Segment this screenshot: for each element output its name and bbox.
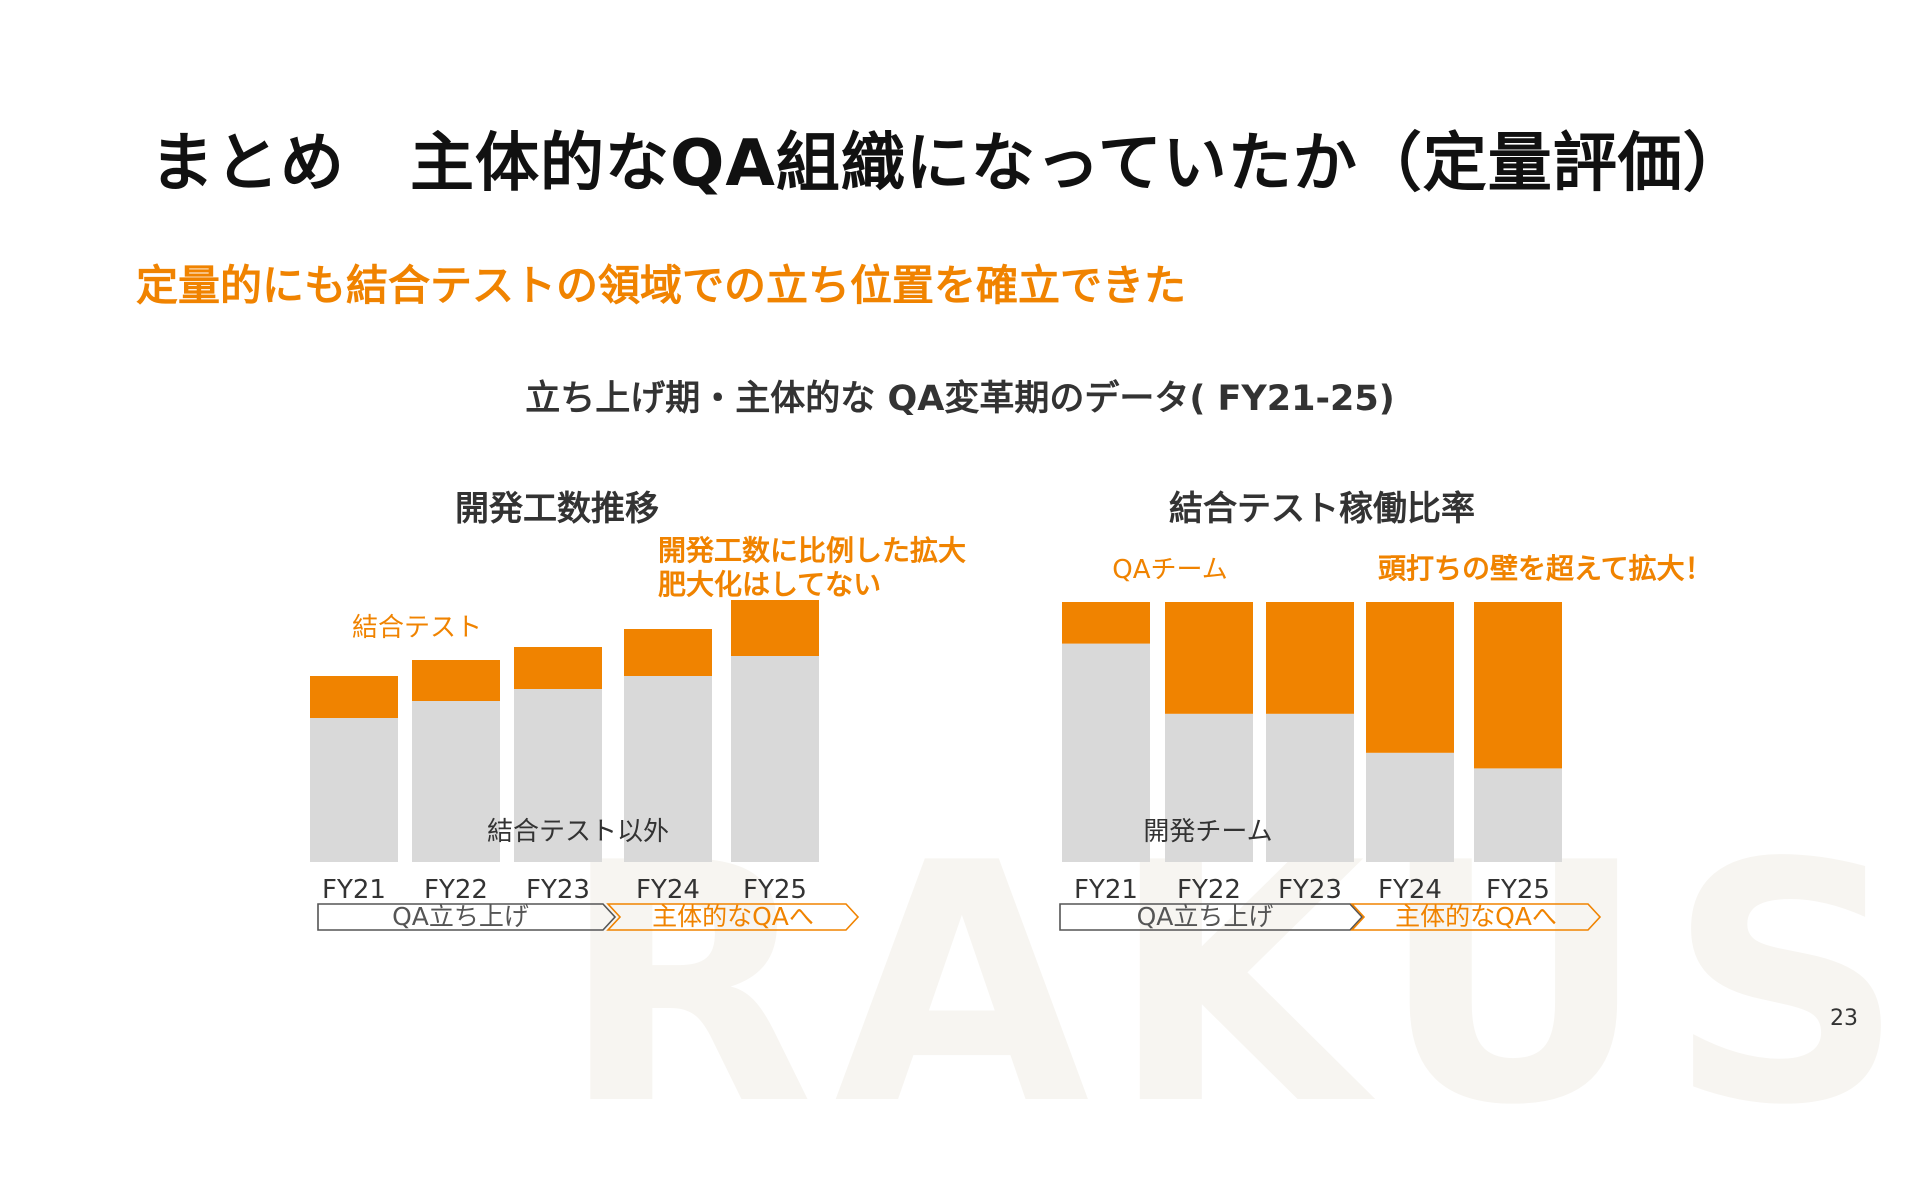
chart-1-phase-label-1: QA立ち上げ	[392, 902, 529, 931]
slide-subtitle: 定量的にも結合テストの領域での立ち位置を確立できた	[136, 261, 1187, 310]
chart-1-bar-fy25-accent	[731, 600, 819, 656]
chart-2-bar-fy22-accent	[1165, 602, 1253, 714]
chart-2-phase-label-1: QA立ち上げ	[1137, 902, 1274, 931]
chart-2-phase-arrow-2	[1350, 903, 1602, 931]
chart-2-tick-fy24: FY24	[1378, 875, 1442, 905]
chart-1-title: 開発工数推移	[455, 489, 659, 529]
chart-2-phase-label-2: 主体的なQAへ	[1395, 902, 1557, 931]
chart-1-tick-fy22: FY22	[424, 875, 488, 905]
slide-title: まとめ 主体的なQA組織になっていたか（定量評価）	[150, 127, 1748, 201]
chart-1-phase-arrow-1	[317, 903, 617, 931]
chart-2-bar-fy21-accent	[1062, 602, 1150, 644]
chart-2-bar-fy22-base	[1165, 713, 1253, 862]
chart-2-bar-fy21-base	[1062, 643, 1150, 862]
chart-2-series-label-2: QAチーム	[1112, 555, 1227, 585]
chart-1-series-label-1: 結合テスト以外	[487, 817, 669, 847]
chart-2-bar-fy25-base	[1474, 768, 1562, 862]
chart-1-annotation-1: 開発工数に比例した拡大	[658, 534, 966, 567]
chart-2-tick-fy21: FY21	[1074, 875, 1138, 905]
chart-1-bar-fy22-accent	[412, 660, 500, 701]
chart-1-phase-arrow-2	[606, 903, 860, 931]
chart-1-bar-fy21-accent	[310, 676, 398, 718]
chart-1-phase-label-2: 主体的なQAへ	[652, 902, 814, 931]
chart-1-bar-fy24-base	[624, 676, 712, 862]
chart-2-phase-arrow-1	[1059, 903, 1364, 931]
chart-2-bar-fy23-base	[1266, 713, 1354, 862]
chart-2-tick-fy25: FY25	[1486, 875, 1550, 905]
chart-2-title: 結合テスト稼働比率	[1169, 489, 1475, 529]
page-number: 23	[1830, 1006, 1858, 1031]
chart-1-bar-fy25-base	[731, 656, 819, 862]
data-section-title: 立ち上げ期・主体的な QA変革期のデータ( FY21-25)	[525, 379, 1395, 419]
chart-2-bar-fy24-accent	[1366, 602, 1454, 753]
chart-1-annotation-2: 肥大化はしてない	[658, 568, 881, 601]
chart-2-bar-fy25-accent	[1474, 602, 1562, 769]
chart-1-tick-fy21: FY21	[322, 875, 386, 905]
chart-2-tick-fy22: FY22	[1177, 875, 1241, 905]
chart-2-tick-fy23: FY23	[1278, 875, 1342, 905]
chart-1-bar-fy24-accent	[624, 629, 712, 676]
chart-1-tick-fy23: FY23	[526, 875, 590, 905]
chart-1-tick-fy24: FY24	[636, 875, 700, 905]
chart-1-bar-fy23-accent	[514, 647, 602, 689]
chart-2-bar-fy24-base	[1366, 752, 1454, 862]
chart-1-bar-fy23-base	[514, 689, 602, 862]
chart-1-bar-fy22-base	[412, 701, 500, 862]
chart-2-series-label-1: 開発チーム	[1143, 817, 1272, 847]
chart-2-annotation-1: 頭打ちの壁を超えて拡大！	[1378, 552, 1713, 585]
chart-1-tick-fy25: FY25	[743, 875, 807, 905]
chart-1-series-label-2: 結合テスト	[352, 613, 482, 643]
chart-2-bar-fy23-accent	[1266, 602, 1354, 714]
chart-1-bar-fy21-base	[310, 718, 398, 862]
